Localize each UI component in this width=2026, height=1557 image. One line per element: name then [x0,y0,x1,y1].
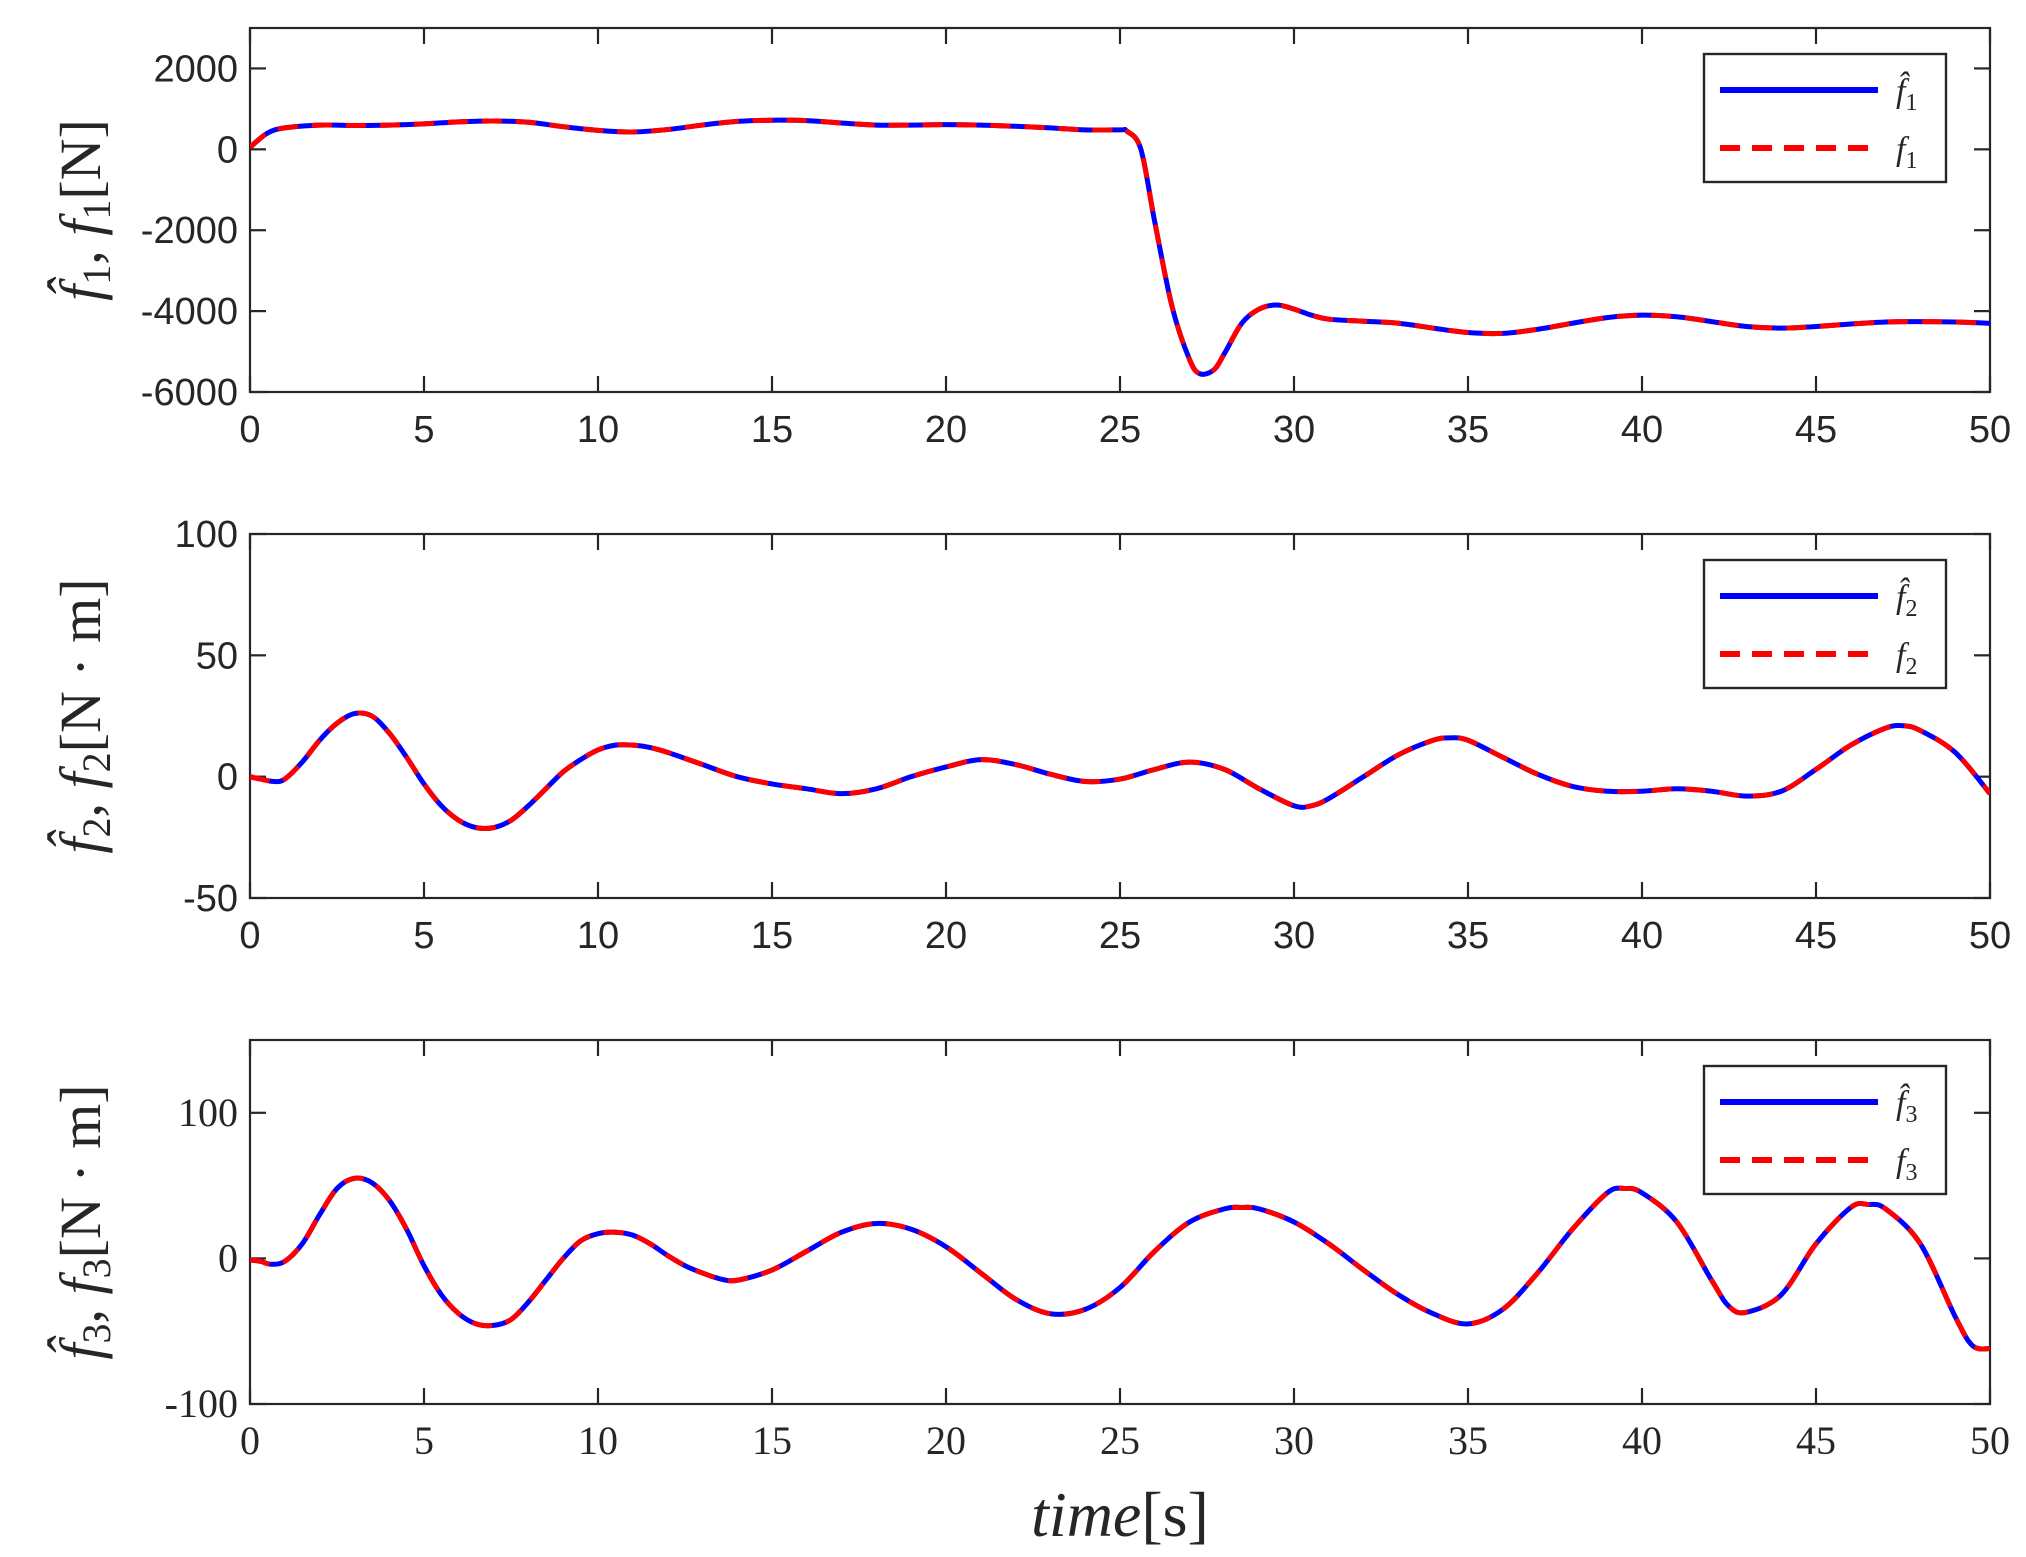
x-tick-label: 35 [1447,915,1489,957]
y-label-unit: [N] [48,119,113,200]
y-label-sub: 2 [74,817,119,837]
y-tick-label: 0 [218,1235,238,1280]
legend: f̂2f2 [1702,558,1948,690]
y-tick-label: -6000 [141,372,238,414]
x-tick-label: 40 [1622,1418,1662,1463]
x-tick-label: 5 [413,915,434,957]
subplot-panels: 0 5 10 15 20 25 30 35 40 45 5020000-2000-4000-6000… [48,26,2011,1550]
legend-label-sub: 3 [1905,1160,1917,1186]
y-tick-label: 100 [178,1090,238,1135]
x-tick-label: 15 [751,915,793,957]
x-tick-label: 25 [1099,409,1141,451]
x-tick-label: 50 [1969,915,2011,957]
legend: f̂1f1 [1702,52,1948,184]
x-tick-label: 50 [1969,409,2011,451]
y-label-sub: 3 [74,1323,119,1343]
y-tick-label: 0 [217,129,238,171]
y-label-sep: , [48,788,113,817]
x-tick-label: 35 [1448,1418,1488,1463]
legend-label-sub: 3 [1905,1102,1917,1128]
x-tick-label: 0 [239,915,260,957]
x-tick-label: 10 [577,915,619,957]
y-tick-label: -100 [165,1381,238,1426]
y-tick-label: -4000 [141,291,238,333]
x-tick-label: 40 [1621,915,1663,957]
plot-area [250,1175,1990,1352]
y-label-unit: [N · m] [48,1084,113,1258]
y-axis-label: f̂1, f1[N] [48,119,119,301]
y-axis-label: f̂3, f3[N · m] [48,1084,119,1359]
y-tick-label: -2000 [141,210,238,252]
legend-label-sub: 1 [1905,90,1917,116]
x-tick-label: 45 [1796,1418,1836,1463]
x-tick-label: 50 [1970,1418,2010,1463]
y-label-sep: , [48,1294,113,1323]
legend-box [1702,558,1948,690]
legend-box [1702,1064,1948,1196]
x-tick-label: 15 [752,1418,792,1463]
x-tick-label: 0 [239,409,260,451]
x-tick-label: 10 [577,409,619,451]
legend-label-sub: 1 [1905,148,1917,174]
y-axis-label: f̂2, f2[N · m] [48,578,119,853]
y-label-unit: [N · m] [48,578,113,752]
x-tick-label: 5 [413,409,434,451]
x-tick-label: 5 [414,1418,434,1463]
x-tick-label: 25 [1099,915,1141,957]
series-actual-line [250,117,1990,377]
series-estimated-line [250,710,1990,832]
x-tick-label: 20 [926,1418,966,1463]
y-label-sub: 2 [74,752,119,772]
y-tick-label: 50 [196,635,238,677]
y-label-sub: 1 [74,200,119,220]
x-label-var: time [1031,1479,1141,1550]
x-tick-label: 35 [1447,409,1489,451]
legend-label-sub: 2 [1905,596,1917,622]
legend-box [1702,52,1948,184]
series-actual-line [250,1175,1990,1352]
x-tick-label: 30 [1273,409,1315,451]
plot-area [250,710,1990,832]
legend: f̂3f3 [1702,1064,1948,1196]
y-tick-label: 0 [217,757,238,799]
x-tick-label: 20 [925,915,967,957]
x-tick-label: 20 [925,409,967,451]
x-tick-label: 0 [240,1418,260,1463]
y-tick-label: -50 [183,878,238,920]
y-tick-label: 2000 [153,48,238,90]
legend-label-sub: 2 [1905,654,1917,680]
x-tick-label: 45 [1795,409,1837,451]
x-tick-label: 10 [578,1418,618,1463]
x-tick-label: 45 [1795,915,1837,957]
x-tick-label: 25 [1100,1418,1140,1463]
plot-area [250,117,1990,377]
x-axis-label: time[s] [1031,1479,1209,1550]
y-label-sep: , [48,236,113,265]
y-label-sub: 3 [74,1258,119,1278]
subplot-top: 0 5 10 15 20 25 30 35 40 45 50 2000 0 -2000 -4000 -6000… [48,26,2011,451]
x-tick-label: 40 [1621,409,1663,451]
x-label-unit: [s] [1141,1479,1209,1550]
x-tick-label: 30 [1274,1418,1314,1463]
x-tick-label: 30 [1273,915,1315,957]
y-label-sub: 1 [74,265,119,285]
x-tick-label: 15 [751,409,793,451]
y-tick-label: 100 [175,514,238,556]
